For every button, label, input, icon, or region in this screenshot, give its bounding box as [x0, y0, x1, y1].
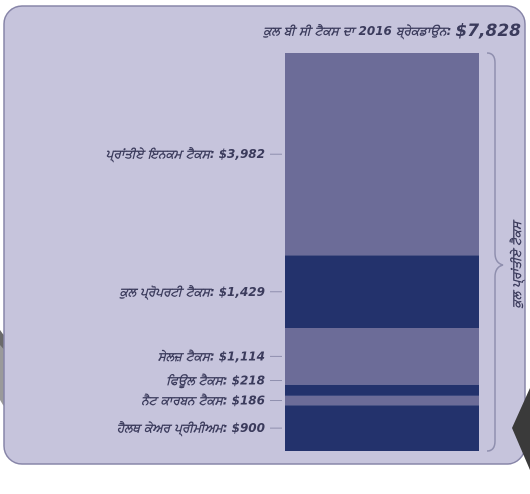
segment-value: $900 [232, 421, 265, 435]
segment [285, 328, 479, 385]
segment-name: ਪ੍ਰਾਂਤੀਏ ਇਨਕਮ ਟੈਕਸ: [106, 146, 215, 162]
brace-label: ਕੁਲ ਪ੍ਰਾਂਤੀਏ ਟੈਕਸ [509, 219, 525, 309]
segment-name: ਕੁਲ ਪ੍ਰੋਪਰਟੀ ਟੈਕਸ: [120, 283, 215, 299]
brace [486, 52, 504, 452]
total: $7,828 [455, 21, 521, 41]
segment [285, 395, 479, 406]
segment-name: ਨੈਟ ਕਾਰਬਨ ਟੈਕਸ: [141, 392, 227, 407]
segment-label: ਨੈਟ ਕਾਰਬਨ ਟੈਕਸ: $186 [141, 392, 265, 407]
segment [285, 53, 479, 256]
segment-value: $3,982 [219, 147, 265, 161]
segment-name: ਹੈਲਥ ਕੇਅਰ ਪ੍ਰੀਮੀਅਮ: [117, 420, 228, 436]
title-text: ਕੁਲ ਬੀ ਸੀ ਟੈਕਸ ਦਾ 2016 ਬ੍ਰੇਕਡਾਉਨ: [263, 23, 451, 39]
segment-value: $1,429 [219, 284, 265, 298]
decor [512, 388, 530, 470]
segment-label: ਹੈਲਥ ਕੇਅਰ ਪ੍ਰੀਮੀਅਮ: $900 [117, 420, 265, 436]
segment-label: ਸੇਲਜ਼ ਟੈਕਸ: $1,114 [158, 348, 265, 363]
segment-label: ਕੁਲ ਪ੍ਰੋਪਰਟੀ ਟੈਕਸ: $1,429 [120, 283, 265, 299]
segment [285, 255, 479, 329]
segment-value: $218 [232, 373, 265, 387]
segment-label: ਫਿਊਲ ਟੈਕਸ: $218 [166, 372, 265, 388]
segment-value: $186 [232, 393, 265, 407]
segment [285, 384, 479, 396]
segment-label: ਪ੍ਰਾਂਤੀਏ ਇਨਕਮ ਟੈਕਸ: $3,982 [106, 146, 265, 162]
segment-name: ਸੇਲਜ਼ ਟੈਕਸ: [158, 348, 215, 363]
segment [285, 405, 479, 451]
segment-value: $1,114 [219, 349, 265, 363]
segment-name: ਫਿਊਲ ਟੈਕਸ: [166, 372, 227, 388]
chart-title: ਕੁਲ ਬੀ ਸੀ ਟੈਕਸ ਦਾ 2016 ਬ੍ਰੇਕਡਾਉਨ: $7,828 [263, 21, 521, 41]
